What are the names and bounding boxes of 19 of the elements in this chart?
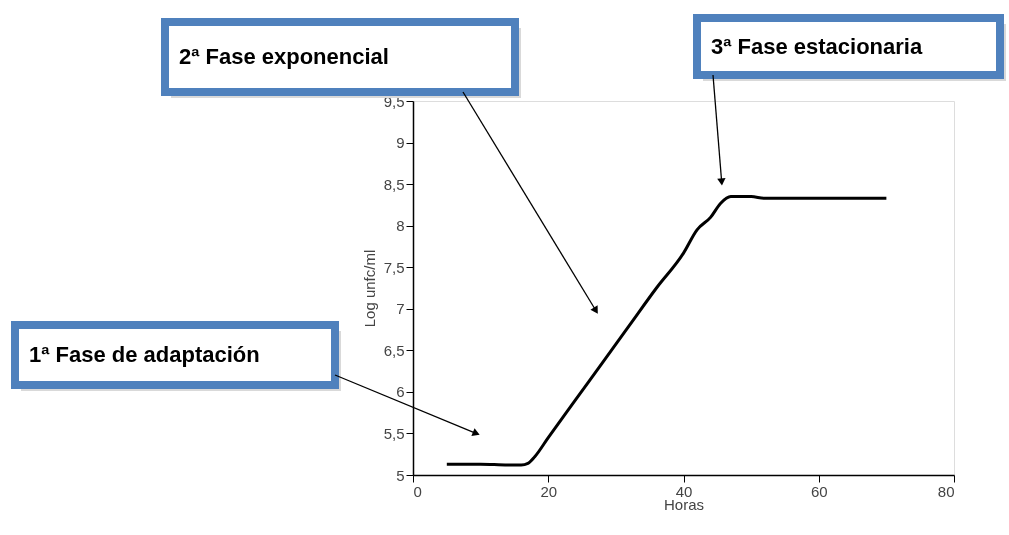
y-tick-label: 6,5 xyxy=(383,341,405,359)
y-tick-label: 9 xyxy=(396,134,405,152)
y-tick-label: 8 xyxy=(396,217,405,235)
y-axis-title: Log unfc/ml xyxy=(360,249,378,328)
x-tick-label: 80 xyxy=(937,482,955,500)
x-tick-label: 40 xyxy=(675,482,693,500)
text: 1ª Fase de adaptación xyxy=(29,342,260,367)
y-tick-label: 7 xyxy=(396,300,405,318)
y-tick-label: 8,5 xyxy=(383,175,405,193)
y-tick-label: 6 xyxy=(396,383,405,401)
text: 3ª Fase estacionaria xyxy=(711,33,923,59)
text: 2ª Fase exponencial xyxy=(179,44,389,69)
x-tick-label: 0 xyxy=(413,482,422,500)
y-tick-label: 5,5 xyxy=(383,424,405,442)
y-tick-label: 5 xyxy=(396,466,405,484)
line-series xyxy=(445,195,888,467)
x-tick-label: 60 xyxy=(810,482,828,500)
y-tick-label: 7,5 xyxy=(383,258,405,276)
x-tick-label: 20 xyxy=(540,482,558,500)
